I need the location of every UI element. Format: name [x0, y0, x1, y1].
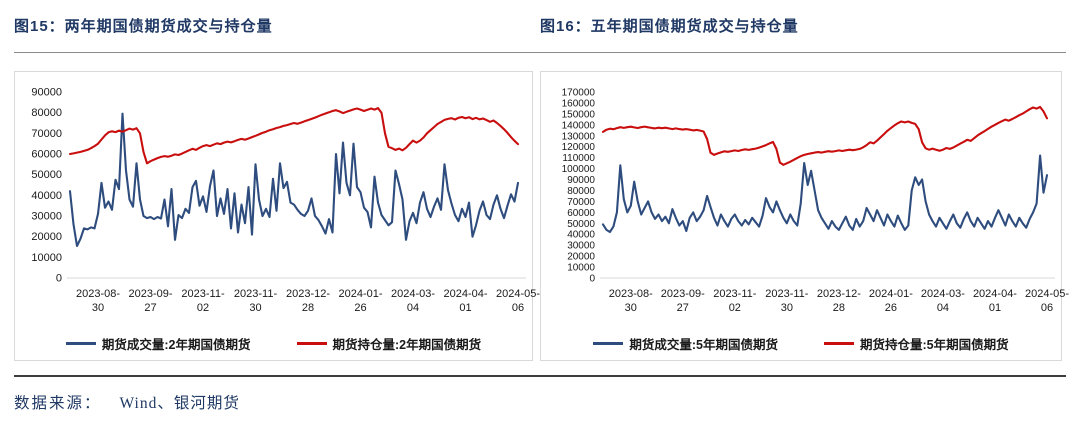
- data-source: 数据来源： Wind、银河期货: [14, 391, 1066, 413]
- svg-text:2024-05-06: 2024-05-06: [1025, 288, 1069, 314]
- svg-text:130000: 130000: [562, 131, 596, 142]
- svg-text:60000: 60000: [567, 208, 595, 219]
- legend-label: 期货成交量:2年期国债期货: [101, 337, 251, 352]
- chart-panel-2y: 0 10000 20000 30000 40000 50000 60000 70000 8000…: [14, 71, 540, 361]
- title-divider: [14, 52, 1066, 53]
- svg-text:40000: 40000: [31, 190, 62, 202]
- svg-text:120000: 120000: [562, 142, 596, 153]
- svg-text:170000: 170000: [562, 88, 596, 99]
- svg-text:50000: 50000: [567, 219, 595, 230]
- svg-text:70000: 70000: [31, 128, 62, 140]
- svg-text:2024-01-26: 2024-01-26: [869, 288, 913, 314]
- svg-text:40000: 40000: [567, 230, 595, 241]
- svg-text:60000: 60000: [31, 149, 62, 161]
- legend-5y: 期货成交量:5年期国债期货 期货持仓量:5年期国债期货: [541, 330, 1061, 356]
- svg-text:150000: 150000: [562, 109, 596, 120]
- svg-text:2023-11-30: 2023-11-30: [765, 288, 809, 314]
- charts-row: 0 10000 20000 30000 40000 50000 60000 70000 8000…: [14, 71, 1070, 361]
- svg-text:2024-03-04: 2024-03-04: [921, 288, 965, 314]
- svg-text:90000: 90000: [567, 175, 595, 186]
- svg-text:80000: 80000: [567, 186, 595, 197]
- svg-text:30000: 30000: [31, 211, 62, 223]
- svg-text:2023-08-30: 2023-08-30: [76, 288, 120, 314]
- legend-label: 期货持仓量:5年期国债期货: [860, 337, 1009, 352]
- svg-text:2024-01-26: 2024-01-26: [338, 288, 382, 314]
- svg-text:2024-04-01: 2024-04-01: [973, 288, 1017, 314]
- svg-text:2023-08-30: 2023-08-30: [609, 288, 653, 314]
- svg-text:2023-12-28: 2023-12-28: [286, 288, 330, 314]
- legend-line-swatch: [824, 341, 854, 345]
- svg-text:2023-12-28: 2023-12-28: [817, 288, 861, 314]
- svg-text:160000: 160000: [562, 98, 596, 109]
- svg-text:80000: 80000: [31, 107, 62, 119]
- svg-text:2023-11-02: 2023-11-02: [181, 288, 225, 314]
- section-divider: [14, 375, 1066, 377]
- svg-text:110000: 110000: [562, 153, 595, 164]
- svg-text:2024-03-04: 2024-03-04: [391, 288, 435, 314]
- svg-text:50000: 50000: [31, 169, 62, 181]
- svg-text:0: 0: [589, 274, 595, 285]
- svg-text:140000: 140000: [562, 120, 596, 131]
- header-titles: 图15：两年期国债期货成交与持仓量 图16：五年期国债期货成交与持仓量: [0, 0, 1080, 52]
- svg-text:2023-09-27: 2023-09-27: [661, 288, 705, 314]
- svg-text:2024-05-06: 2024-05-06: [496, 288, 540, 314]
- legend-2y: 期货成交量:2年期国债期货 期货持仓量:2年期国债期货: [15, 330, 532, 356]
- svg-text:2023-11-02: 2023-11-02: [713, 288, 757, 314]
- legend-line-swatch: [296, 341, 327, 345]
- svg-text:20000: 20000: [31, 231, 62, 243]
- svg-text:2023-09-27: 2023-09-27: [128, 288, 172, 314]
- svg-text:2024-04-01: 2024-04-01: [443, 288, 487, 314]
- legend-item: 期货成交量:5年期国债期货: [593, 334, 778, 353]
- chart-2y-plot: 0 10000 20000 30000 40000 50000 60000 70000 8000…: [31, 87, 540, 315]
- legend-line-swatch: [65, 341, 96, 345]
- legend-item: 期货持仓量:5年期国债期货: [824, 334, 1009, 353]
- svg-text:0: 0: [56, 273, 62, 285]
- legend-line-swatch: [593, 341, 624, 345]
- legend-label: 期货成交量:5年期国债期货: [629, 337, 778, 352]
- chart-5y-plot: 0100002000030000400005000060000700008000…: [562, 88, 1070, 315]
- figure15-title: 图15：两年期国债期货成交与持仓量: [14, 18, 273, 35]
- legend-item: 期货成交量:2年期国债期货: [65, 334, 251, 353]
- svg-text:100000: 100000: [562, 164, 596, 175]
- chart-panel-5y: 0 10000 20000 30000 40000 50000 60000 70000 8000…: [540, 71, 1070, 361]
- svg-text:2023-11-30: 2023-11-30: [234, 288, 278, 314]
- figure16-title: 图16：五年期国债期货成交与持仓量: [540, 18, 799, 35]
- legend-item: 期货持仓量:2年期国债期货: [296, 334, 482, 353]
- svg-text:10000: 10000: [31, 252, 62, 264]
- svg-text:90000: 90000: [31, 87, 62, 99]
- svg-text:20000: 20000: [567, 252, 595, 263]
- data-source-label: 数据来源：: [14, 395, 102, 412]
- legend-label: 期货持仓量:2年期国债期货: [332, 337, 482, 352]
- svg-text:10000: 10000: [567, 263, 595, 274]
- svg-text:30000: 30000: [567, 241, 595, 252]
- svg-text:70000: 70000: [567, 197, 595, 208]
- data-source-value: Wind、银河期货: [119, 395, 240, 412]
